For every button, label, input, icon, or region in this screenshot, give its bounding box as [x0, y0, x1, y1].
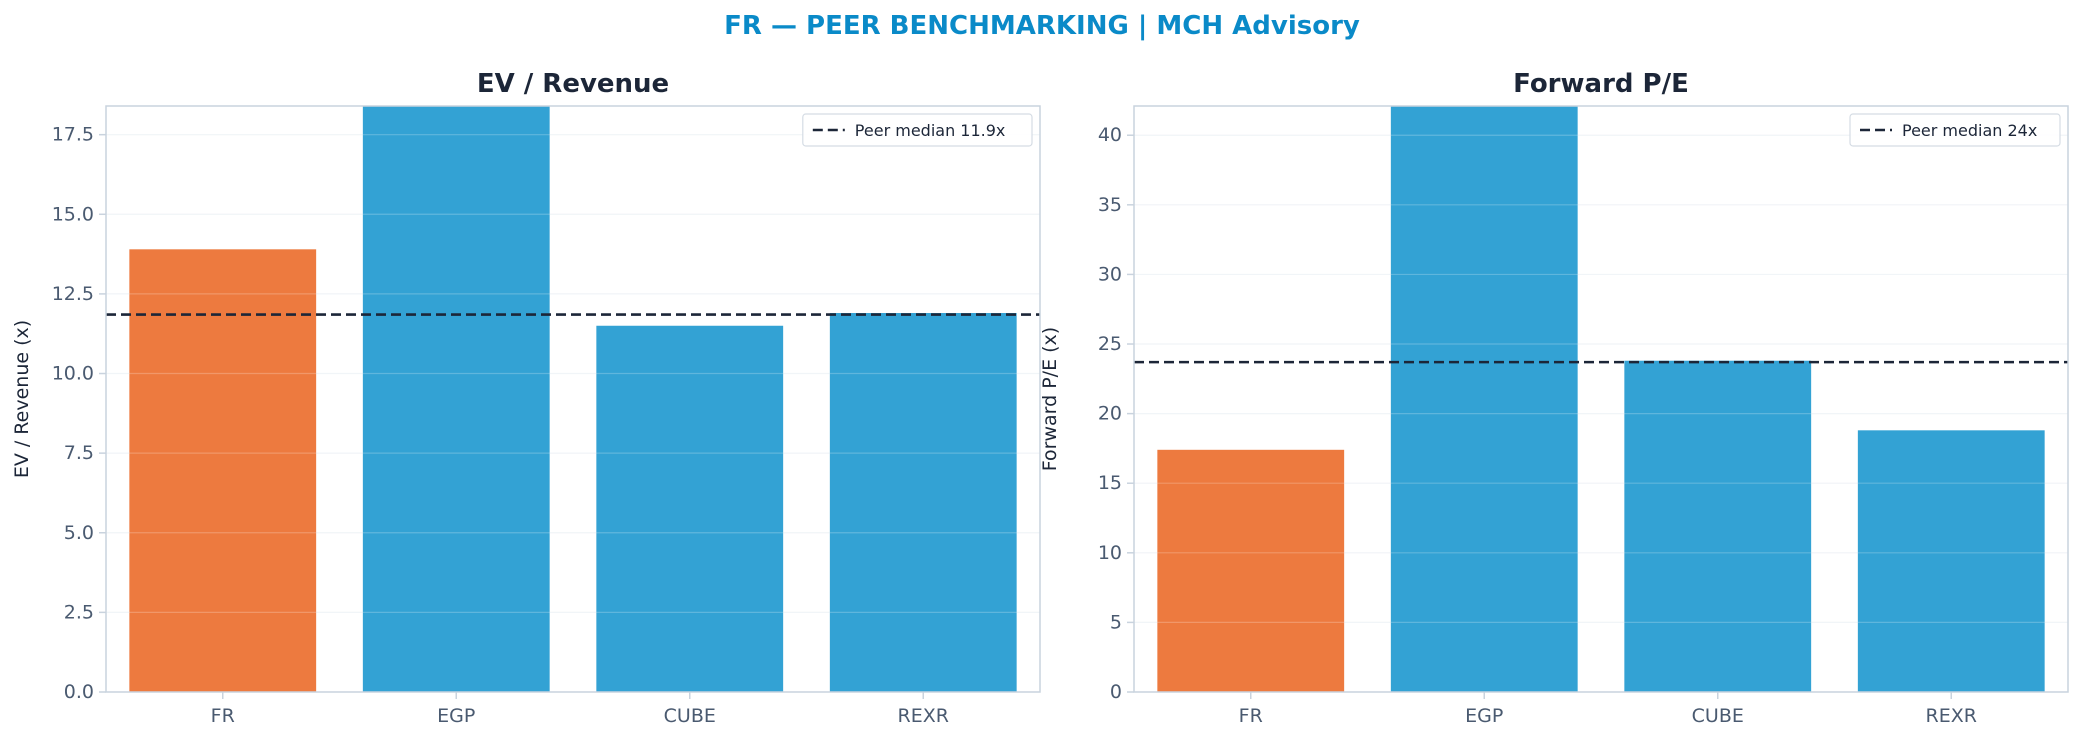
- bar-cube: [596, 325, 784, 692]
- y-axis-label: Forward P/E (x): [1039, 327, 1061, 471]
- x-tick-label: EGP: [437, 705, 475, 727]
- y-tick-label: 30: [1098, 263, 1122, 285]
- y-tick-label: 35: [1098, 194, 1122, 216]
- y-tick-label: 15.0: [52, 203, 94, 225]
- plot-frame: [1133, 105, 2069, 693]
- x-tick-label: FR: [1239, 705, 1263, 727]
- y-axis-label: EV / Revenue (x): [11, 320, 33, 478]
- panel-title: Forward P/E: [1513, 69, 1689, 99]
- y-tick-label: 5.0: [64, 522, 94, 544]
- bar-egp: [1390, 106, 1578, 692]
- bar-fr: [1157, 449, 1345, 692]
- figure-title: FR — PEER BENCHMARKING | MCH Advisory: [724, 11, 1360, 41]
- y-tick-label: 2.5: [64, 601, 94, 623]
- y-tick-label: 15: [1098, 472, 1122, 494]
- y-tick-label: 10: [1098, 542, 1122, 564]
- legend-label: Peer median 24x: [1902, 121, 2037, 140]
- chart-panel-2: 0 5 10 15 20 25 30 35 40 FR EGP CUBE REXR Forward P/E…: [1039, 69, 2069, 727]
- y-tick-label: 7.5: [64, 442, 94, 464]
- y-tick-label: 5: [1110, 611, 1122, 633]
- bar-fr: [129, 249, 317, 692]
- y-tick-label: 17.5: [52, 124, 94, 146]
- x-tick-label: REXR: [898, 705, 949, 727]
- y-tick-label: 0.0: [64, 681, 94, 703]
- y-tick-label: 0: [1110, 681, 1122, 703]
- chart-panel-1: 0.0 2.5 5.0 7.5 10.0 12.5 15.0 17.5 FR EGP CUBE REX…: [11, 69, 1041, 727]
- x-tick-label: REXR: [1926, 705, 1977, 727]
- y-tick-label: 20: [1098, 403, 1122, 425]
- legend-label: Peer median 11.9x: [855, 121, 1006, 140]
- x-tick-label: EGP: [1465, 705, 1503, 727]
- y-tick-label: 12.5: [52, 283, 94, 305]
- bar-rexr: [1857, 430, 2045, 692]
- legend-box: [1849, 113, 2061, 147]
- x-tick-label: FR: [211, 705, 235, 727]
- bar-cube: [1624, 360, 1812, 692]
- x-tick-label: CUBE: [664, 705, 716, 727]
- y-tick-label: 10.0: [52, 363, 94, 385]
- plot-frame: [105, 105, 1041, 693]
- legend-box: [802, 113, 1033, 147]
- bar-egp: [362, 106, 550, 692]
- panel-title: EV / Revenue: [477, 69, 669, 99]
- x-tick-label: CUBE: [1692, 705, 1744, 727]
- bar-rexr: [829, 313, 1017, 692]
- y-tick-label: 25: [1098, 333, 1122, 355]
- y-tick-label: 40: [1098, 124, 1122, 146]
